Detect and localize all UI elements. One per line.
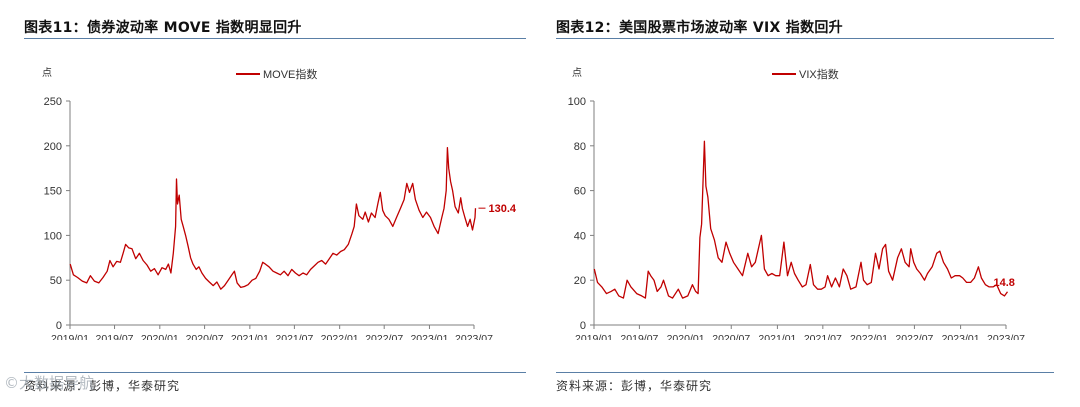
y-tick-label: 0 xyxy=(580,320,586,332)
x-tick-label: 2019/07 xyxy=(96,333,134,340)
y-tick-label: 100 xyxy=(44,230,62,242)
series-line xyxy=(593,140,1009,299)
title-divider xyxy=(24,38,526,39)
y-tick-label: 200 xyxy=(44,141,62,153)
move-chart-panel: 图表11：债券波动率 MOVE 指数明显回升 0 50 100 150 200 250 20… xyxy=(4,17,526,393)
legend-label: MOVE指数 xyxy=(263,67,317,81)
unit-label: 点 xyxy=(572,67,582,79)
move-line-chart: 0 50 100 150 200 250 2019/01 2019/07 2020/01 2020… xyxy=(42,67,517,340)
figure-label: 图表12： xyxy=(556,20,619,36)
y-tick-label: 80 xyxy=(574,141,586,153)
watermark-logo: ©大数据导航 xyxy=(4,374,95,392)
end-value-label: 14.8 xyxy=(994,277,1015,289)
x-tick-label: 2021/07 xyxy=(804,333,842,340)
x-tick-label: 2021/01 xyxy=(231,333,269,340)
x-tick-label: 2020/01 xyxy=(141,333,179,340)
x-tick-label: 2020/07 xyxy=(712,333,750,340)
footer-divider xyxy=(24,372,526,373)
x-tick-label: 2022/07 xyxy=(895,333,933,340)
x-tick-label: 2022/07 xyxy=(365,333,403,340)
x-tick-label: 2019/01 xyxy=(575,333,613,340)
x-tick-label: 2020/07 xyxy=(186,333,224,340)
y-tick-label: 40 xyxy=(574,230,586,242)
legend-label: VIX指数 xyxy=(799,67,839,81)
x-tick-label: 2019/07 xyxy=(620,333,658,340)
x-tick-label: 2023/07 xyxy=(987,333,1025,340)
x-tick-label: 2023/01 xyxy=(942,333,980,340)
unit-label: 点 xyxy=(42,67,52,79)
x-tick-label: 2023/07 xyxy=(455,333,493,340)
source-note: 资料来源：彭博，华泰研究 xyxy=(556,379,713,393)
chart-title-vix: 图表12：美国股票市场波动率 VIX 指数回升 xyxy=(556,17,843,37)
x-tick-label: 2023/01 xyxy=(410,333,448,340)
y-tick-label: 250 xyxy=(44,96,62,108)
x-tick-label: 2020/01 xyxy=(667,333,705,340)
vix-chart-panel: 图表12：美国股票市场波动率 VIX 指数回升 0 20 40 60 80 100 2019… xyxy=(552,0,1080,407)
vix-line-chart: 0 20 40 60 80 100 2019/01 2019/07 2020/01 2020/07… xyxy=(568,67,1025,340)
chart-title-move: 图表11：债券波动率 MOVE 指数明显回升 xyxy=(24,17,302,37)
title-divider xyxy=(556,38,1054,39)
source-note: 资料来源：彭博，华泰研究 xyxy=(24,379,181,393)
figure-title: 美国股票市场波动率 VIX 指数回升 xyxy=(618,20,843,36)
y-tick-label: 20 xyxy=(574,275,586,287)
x-tick-label: 2021/01 xyxy=(758,333,796,340)
x-tick-label: 2022/01 xyxy=(850,333,888,340)
y-tick-label: 60 xyxy=(574,186,586,198)
x-tick-label: 2021/07 xyxy=(275,333,313,340)
y-tick-label: 100 xyxy=(568,96,586,108)
x-tick-label: 2022/01 xyxy=(321,333,359,340)
y-tick-label: 50 xyxy=(50,275,62,287)
figure-title: 债券波动率 MOVE 指数明显回升 xyxy=(86,20,302,36)
figure-label: 图表11： xyxy=(24,20,87,36)
series-line xyxy=(69,146,477,290)
end-value-label: 130.4 xyxy=(488,203,516,215)
footer-divider xyxy=(556,372,1054,373)
y-tick-label: 0 xyxy=(56,320,62,332)
x-tick-label: 2019/01 xyxy=(51,333,89,340)
y-tick-label: 150 xyxy=(44,186,62,198)
